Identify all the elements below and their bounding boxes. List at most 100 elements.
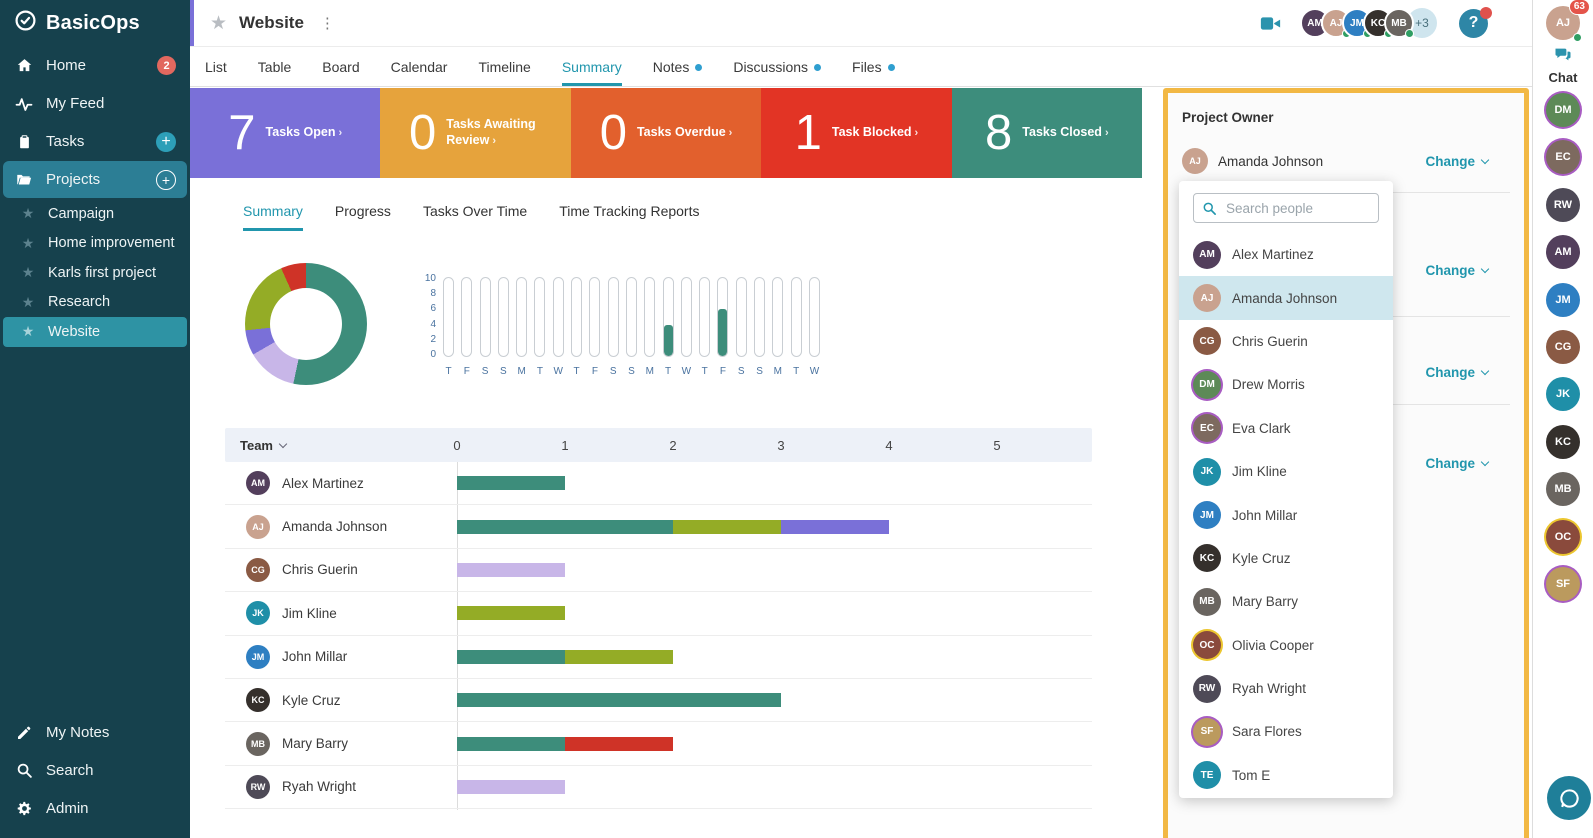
day-bar[interactable] <box>754 277 765 357</box>
sidebar-item-home[interactable]: Home2 <box>3 47 187 84</box>
stat-tasks-closed[interactable]: 8Tasks Closed› <box>952 88 1142 178</box>
current-user-avatar[interactable]: AJ63 <box>1546 6 1580 40</box>
support-chat-button[interactable] <box>1547 776 1591 820</box>
day-bar[interactable] <box>772 277 783 357</box>
people-option-alex-martinez[interactable]: AMAlex Martinez <box>1179 233 1393 276</box>
people-option-kyle-cruz[interactable]: KCKyle Cruz <box>1179 537 1393 580</box>
stat-tasks-overdue[interactable]: 0Tasks Overdue› <box>571 88 761 178</box>
sidebar-item-admin[interactable]: Admin <box>3 790 187 827</box>
table-row[interactable]: AJAmanda Johnson <box>225 505 1092 548</box>
add-tasks-button[interactable]: + <box>156 132 176 152</box>
table-row[interactable]: AMAlex Martinez <box>225 462 1092 505</box>
avatar-mary-barry[interactable]: MB <box>1384 8 1414 38</box>
chat-toggle[interactable]: Chat <box>1533 46 1593 85</box>
tab-timeline[interactable]: Timeline <box>478 47 530 86</box>
table-row[interactable]: CGChris Guerin <box>225 549 1092 592</box>
people-option-drew-morris[interactable]: DMDrew Morris <box>1179 363 1393 406</box>
change-owner-button[interactable]: Change <box>1425 154 1488 169</box>
help-button[interactable]: ? <box>1459 9 1488 38</box>
avatar-olivia-cooper[interactable]: OC <box>1546 520 1580 554</box>
sidebar-project-karls-first-project[interactable]: ★Karls first project <box>3 258 187 288</box>
day-bar[interactable] <box>461 277 472 357</box>
people-option-eva-clark[interactable]: ECEva Clark <box>1179 407 1393 450</box>
people-option-jim-kline[interactable]: JKJim Kline <box>1179 450 1393 493</box>
team-column-header[interactable]: Team <box>240 438 286 453</box>
change-button[interactable]: Change <box>1425 365 1488 380</box>
tab-table[interactable]: Table <box>258 47 291 86</box>
people-search-input[interactable] <box>1224 200 1370 217</box>
avatar-sara-flores[interactable]: SF <box>1546 567 1580 601</box>
stat-tasks-open[interactable]: 7Tasks Open› <box>190 88 380 178</box>
day-bar[interactable] <box>791 277 802 357</box>
sidebar-project-website[interactable]: ★Website <box>3 317 187 347</box>
avatar-chris-guerin[interactable]: CG <box>1546 330 1580 364</box>
video-call-icon[interactable] <box>1257 13 1284 34</box>
sidebar-item-my-notes[interactable]: My Notes <box>3 714 187 751</box>
people-option-amanda-johnson[interactable]: AJAmanda Johnson <box>1179 276 1393 319</box>
day-bar[interactable] <box>443 277 454 357</box>
tab-board[interactable]: Board <box>322 47 359 86</box>
table-row[interactable]: MBMary Barry <box>225 722 1092 765</box>
change-button[interactable]: Change <box>1425 456 1488 471</box>
day-bar[interactable] <box>809 277 820 357</box>
day-bar[interactable] <box>571 277 582 357</box>
sidebar-project-research[interactable]: ★Research <box>3 288 187 318</box>
avatar-john-millar[interactable]: JM <box>1546 283 1580 317</box>
subtab-time-tracking-reports[interactable]: Time Tracking Reports <box>559 203 699 231</box>
table-row[interactable]: JKJim Kline <box>225 592 1092 635</box>
day-bar[interactable] <box>553 277 564 357</box>
tab-calendar[interactable]: Calendar <box>391 47 448 86</box>
table-row[interactable]: RWRyah Wright <box>225 766 1092 809</box>
avatar-ryah-wright[interactable]: RW <box>1546 188 1580 222</box>
day-bar[interactable] <box>516 277 527 357</box>
day-bar[interactable] <box>699 277 710 357</box>
sidebar-item-my-feed[interactable]: My Feed <box>3 85 187 122</box>
subtab-tasks-over-time[interactable]: Tasks Over Time <box>423 203 527 231</box>
change-button[interactable]: Change <box>1425 263 1488 278</box>
avatar-drew-morris[interactable]: DM <box>1546 93 1580 127</box>
sidebar-item-projects[interactable]: Projects+ <box>3 161 187 198</box>
day-bar[interactable] <box>663 277 674 357</box>
sidebar-item-search[interactable]: Search <box>3 752 187 789</box>
tab-notes[interactable]: Notes <box>653 47 703 86</box>
sidebar-project-home-improvement[interactable]: ★Home improvement <box>3 229 187 259</box>
day-bar[interactable] <box>644 277 655 357</box>
sidebar-project-campaign[interactable]: ★Campaign <box>3 199 187 229</box>
project-menu-icon[interactable]: ⋮ <box>320 14 336 32</box>
day-bar[interactable] <box>681 277 692 357</box>
people-option-john-millar[interactable]: JMJohn Millar <box>1179 493 1393 536</box>
favorite-star-icon[interactable]: ★ <box>210 12 227 35</box>
tab-summary[interactable]: Summary <box>562 47 622 86</box>
people-option-sara-flores[interactable]: SFSara Flores <box>1179 710 1393 753</box>
add-projects-button[interactable]: + <box>156 170 176 190</box>
app-logo[interactable]: BasicOps <box>0 0 190 46</box>
avatar-alex-martinez[interactable]: AM <box>1546 235 1580 269</box>
day-bar[interactable] <box>717 277 728 357</box>
people-option-chris-guerin[interactable]: CGChris Guerin <box>1179 320 1393 363</box>
day-bar[interactable] <box>608 277 619 357</box>
day-bar[interactable] <box>589 277 600 357</box>
day-bar[interactable] <box>534 277 545 357</box>
people-option-mary-barry[interactable]: MBMary Barry <box>1179 580 1393 623</box>
stat-task-blocked[interactable]: 1Task Blocked› <box>761 88 951 178</box>
people-option-olivia-cooper[interactable]: OCOlivia Cooper <box>1179 624 1393 667</box>
people-option-ryah-wright[interactable]: RWRyah Wright <box>1179 667 1393 710</box>
day-bar[interactable] <box>736 277 747 357</box>
tab-list[interactable]: List <box>205 47 227 86</box>
avatar-kyle-cruz[interactable]: KC <box>1546 425 1580 459</box>
tab-discussions[interactable]: Discussions <box>733 47 821 86</box>
people-search-box[interactable] <box>1193 193 1379 223</box>
people-option-tom-e[interactable]: TETom E <box>1179 754 1393 797</box>
sidebar-item-tasks[interactable]: Tasks+ <box>3 123 187 160</box>
avatar-jim-kline[interactable]: JK <box>1546 377 1580 411</box>
table-row[interactable]: KCKyle Cruz <box>225 679 1092 722</box>
day-bar[interactable] <box>480 277 491 357</box>
avatar-eva-clark[interactable]: EC <box>1546 140 1580 174</box>
tab-files[interactable]: Files <box>852 47 895 86</box>
subtab-summary[interactable]: Summary <box>243 203 303 231</box>
stat-tasks-awaiting-review[interactable]: 0Tasks Awaiting Review› <box>380 88 570 178</box>
avatar-mary-barry[interactable]: MB <box>1546 472 1580 506</box>
day-bar[interactable] <box>498 277 509 357</box>
table-row[interactable]: JMJohn Millar <box>225 636 1092 679</box>
day-bar[interactable] <box>626 277 637 357</box>
